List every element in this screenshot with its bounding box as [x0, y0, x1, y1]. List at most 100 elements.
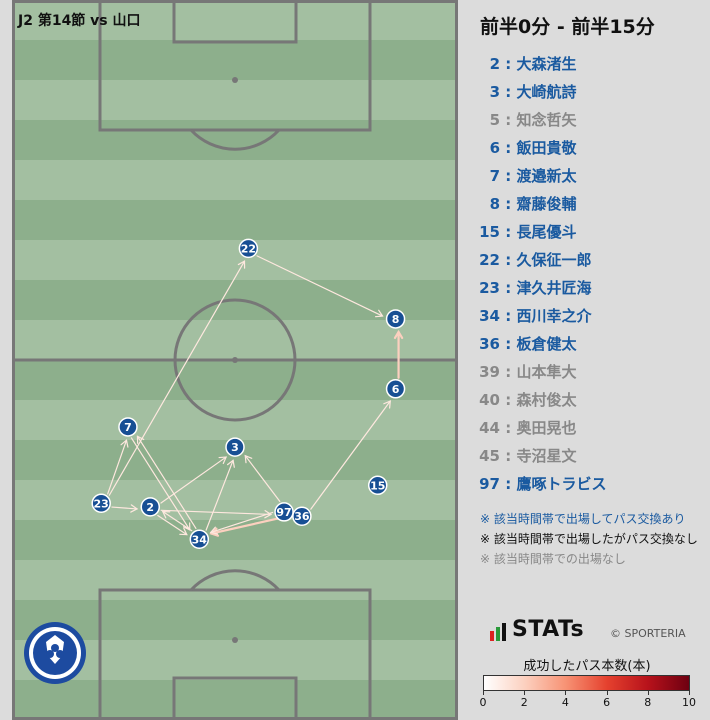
roster-item: 44 : 奥田晃也: [478, 416, 703, 444]
player-node: [91, 493, 111, 514]
player-node: [238, 238, 259, 259]
pass-arrowhead: [393, 329, 404, 340]
top-penalty-area: [98, 0, 372, 132]
player-node-label: 34: [192, 533, 208, 546]
pitch-stripe: [12, 80, 458, 121]
pass-arrowhead: [209, 526, 219, 535]
roster-item: 36 : 板倉健太: [478, 332, 703, 360]
player-node-label: 2: [146, 501, 154, 514]
roster-number: 36: [479, 335, 500, 353]
player-node-label: 36: [294, 510, 310, 523]
player-node: [367, 475, 388, 496]
pitch-stripe: [12, 360, 458, 401]
pass-arrowhead: [120, 439, 129, 448]
pass-edge: [136, 435, 197, 529]
pass-edge: [111, 506, 138, 510]
pass-edge: [162, 510, 193, 532]
colorbar-tick: [565, 691, 567, 695]
roster-name: 渡邉新太: [516, 167, 577, 185]
copyright: © SPORTERIA: [610, 627, 686, 640]
player-node: [189, 529, 210, 550]
roster-name: 西川幸之介: [516, 307, 592, 325]
roster-number: 3: [489, 83, 500, 101]
pass-edge: [310, 400, 391, 510]
player-node: [140, 497, 161, 517]
pass-arrowhead: [374, 309, 384, 318]
pitch-stripe: [12, 560, 458, 601]
pass-edge: [244, 455, 281, 502]
player-node: [225, 437, 245, 457]
pass-edge: [157, 514, 188, 536]
player-node: [385, 309, 406, 329]
roster-name: 知念哲矢: [516, 111, 577, 129]
pass-edge: [107, 439, 128, 495]
pitch-stripe: [12, 120, 458, 161]
pitch-stripe: [12, 0, 458, 41]
roster-name: 齋藤俊輔: [516, 195, 577, 213]
colorbar-tick-label: 2: [520, 696, 528, 709]
top-goal-area: [172, 0, 298, 44]
roster-item: 5 : 知念哲矢: [478, 108, 703, 136]
center-spot: [232, 357, 238, 363]
roster-item: 34 : 西川幸之介: [478, 304, 703, 332]
colorbar-tick: [689, 691, 690, 695]
roster-item: 8 : 齋藤俊輔: [478, 192, 703, 220]
roster-list: 2 : 大森渚生 3 : 大崎航詩 5 : 知念哲矢 6 : 飯田貴敬 7 : 渡邉新太…: [478, 52, 703, 500]
roster-name: 鷹啄トラビス: [516, 475, 607, 493]
roster-item: 3 : 大崎航詩: [478, 80, 703, 108]
player-node-label: 7: [124, 421, 132, 434]
roster-number: 6: [489, 139, 500, 157]
roster-item: 40 : 森村俊太: [478, 388, 703, 416]
pass-edge: [205, 459, 234, 531]
colorbar-title: 成功したパス本数(本): [523, 659, 651, 674]
player-node: [292, 506, 312, 526]
roster-item: 23 : 津久井匠海: [478, 276, 703, 304]
pass-arrowhead: [179, 527, 188, 536]
roster-item: 15 : 長尾優斗: [478, 220, 703, 248]
pitch-stripe: [12, 600, 458, 641]
legend-note-active: ※ 該当時間帯で出場してパス交換あり: [480, 512, 686, 526]
roster-number: 34: [479, 307, 500, 325]
pitch-stripe: [12, 240, 458, 281]
roster-item: 6 : 飯田貴敬: [478, 136, 703, 164]
colorbar-tick-label: 4: [561, 696, 569, 709]
player-node: [118, 417, 138, 437]
pass-edge: [108, 260, 246, 496]
player-node: [274, 502, 294, 522]
player-node-label: 8: [392, 313, 400, 326]
pass-edge: [130, 437, 191, 531]
roster-number: 7: [489, 167, 500, 185]
pitch-stripe: [12, 160, 458, 201]
pass-edge: [210, 511, 274, 534]
roster-number: 22: [479, 251, 500, 269]
player-node-label: 3: [231, 441, 239, 454]
bottom-penalty-area: [98, 588, 372, 720]
roster-number: 8: [489, 195, 500, 213]
roster-name: 寺沼星文: [516, 447, 577, 465]
pass-arrowhead: [237, 260, 246, 269]
roster-name: 山本隼大: [516, 363, 577, 381]
player-node-label: 97: [276, 506, 291, 519]
roster-number: 44: [479, 419, 500, 437]
colorbar-tick: [647, 691, 649, 695]
center-circle: [173, 298, 297, 422]
pitch-stripe: [12, 480, 458, 521]
bottom-penalty-spot: [232, 637, 238, 643]
roster-number: 45: [479, 447, 500, 465]
pass-arrowhead: [264, 510, 273, 519]
colorbar-tick-label: 0: [479, 696, 487, 709]
pitch-stripe: [12, 640, 458, 681]
pass-edge: [160, 456, 227, 504]
pass-edge: [256, 255, 384, 317]
bottom-penalty-arc: [189, 569, 281, 592]
colorbar-tick: [606, 691, 608, 695]
pitch-svg: 22 8 6 7 3 15 23 2 97 36 34: [12, 0, 458, 720]
roster-item: 7 : 渡邉新太: [478, 164, 703, 192]
legend-note-not-played: ※ 該当時間帯での出場なし: [480, 552, 626, 566]
roster-item: 39 : 山本隼大: [478, 360, 703, 388]
pitch-stripe: [12, 320, 458, 361]
club-crest-icon: [24, 622, 86, 684]
period-title: 前半0分 - 前半15分: [480, 16, 655, 38]
pitch-area: 22 8 6 7 3 15 23 2 97 36 34: [12, 0, 458, 720]
pitch-stripe: [12, 40, 458, 81]
